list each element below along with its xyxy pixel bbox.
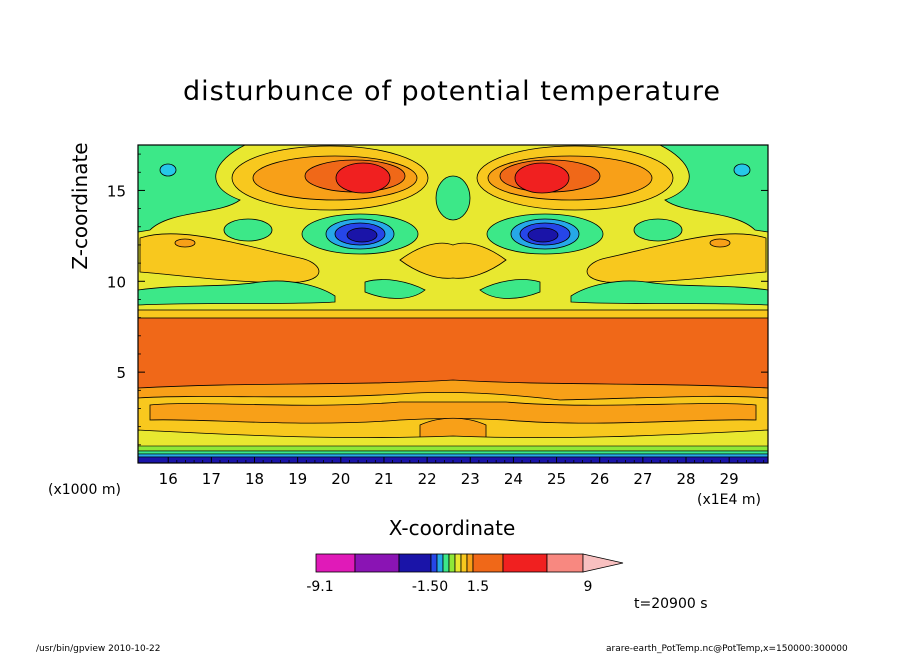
x-tick-label: 23: [461, 470, 480, 488]
time-label: t=20900 s: [634, 596, 708, 612]
colorbar-label: 1.5: [467, 579, 489, 595]
colorbar-segment: [430, 553, 438, 573]
colorbar-segment: [466, 553, 474, 573]
colorbar-label: -9.1: [306, 579, 333, 595]
y-axis: 5 10 15: [107, 153, 768, 446]
x-tick-label: 24: [504, 470, 523, 488]
x-tick-label: 21: [374, 470, 393, 488]
footer-right: arare-earth_PotTemp.nc@PotTemp,x=150000:…: [606, 644, 848, 654]
x-tick-label: 16: [159, 470, 178, 488]
y-tick-label: 15: [107, 182, 126, 200]
x-tick-label: 17: [202, 470, 221, 488]
x-tick-label: 29: [720, 470, 739, 488]
colorbar-segment: [315, 553, 356, 573]
colorbar-segment: [448, 553, 456, 573]
colorbar-segment: [460, 553, 468, 573]
x-tick-label: 19: [288, 470, 307, 488]
colorbar-segment: [398, 553, 432, 573]
colorbar-segment: [454, 553, 462, 573]
x-tick-label: 26: [590, 470, 609, 488]
x-tick-label: 27: [633, 470, 652, 488]
colorbar-segment: [472, 553, 504, 573]
y-tick-label: 10: [107, 273, 126, 291]
colorbar-segment: [354, 553, 400, 573]
x-axis-label: X-coordinate: [388, 516, 516, 540]
colorbar-label: 9: [584, 579, 593, 595]
footer-left: /usr/bin/gpview 2010-10-22: [36, 644, 161, 654]
y-tick-label: 5: [116, 364, 126, 382]
contour-field: [138, 145, 768, 463]
x-tick-label: 25: [547, 470, 566, 488]
colorbar-label: -1.50: [412, 579, 448, 595]
colorbar-segment: [546, 553, 584, 573]
colorbar-segment: [436, 553, 444, 573]
y-axis-label: Z-coordinate: [68, 142, 92, 270]
x-tick-label: 28: [676, 470, 695, 488]
colorbar-segment: [502, 553, 548, 573]
x-axis: 16 17 18 19 20 21 22 23 24 25 26 27 28 29: [159, 457, 765, 488]
x-tick-label: 22: [418, 470, 437, 488]
colorbar-segment: [442, 553, 450, 573]
y-unit-label: (x1000 m): [48, 482, 121, 498]
x-tick-label: 18: [245, 470, 264, 488]
colorbar-extend-triangle: [582, 553, 624, 573]
x-unit-label: (x1E4 m): [697, 492, 761, 508]
x-tick-label: 20: [331, 470, 350, 488]
chart-title: disturbunce of potential temperature: [183, 76, 721, 107]
colorbar: -9.1 -1.50 1.5 9: [306, 553, 624, 595]
